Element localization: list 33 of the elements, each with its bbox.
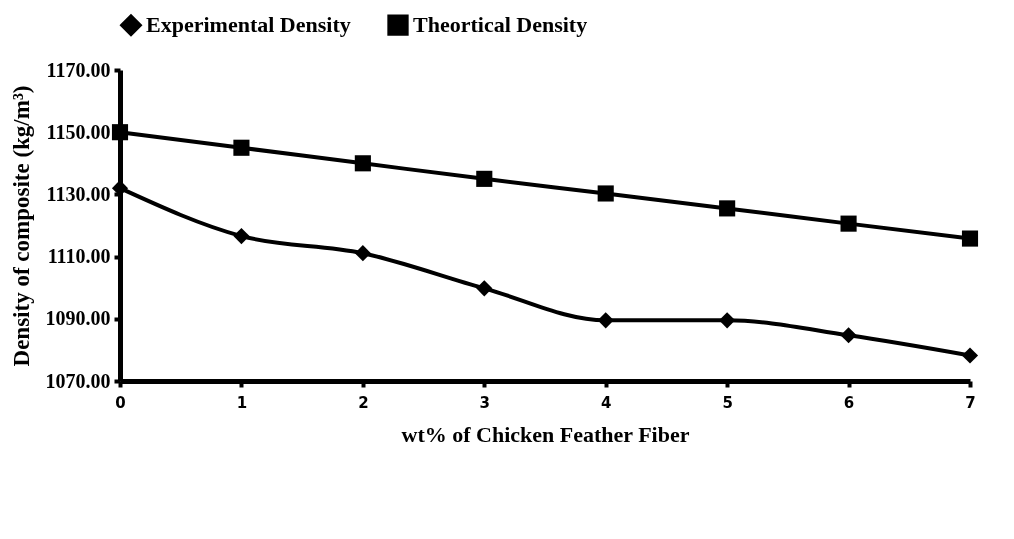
point	[840, 215, 857, 232]
point	[961, 347, 979, 364]
y-tick-label: 1090.00	[45, 307, 111, 330]
point	[233, 139, 250, 156]
point	[476, 280, 493, 297]
x-tick-label: 4	[601, 393, 612, 412]
y-tick-label: 1170.00	[46, 58, 111, 81]
point	[840, 327, 857, 344]
x-tick-label: 5	[722, 393, 733, 412]
point	[719, 200, 736, 217]
point	[476, 170, 493, 187]
y-axis-title: Density of composite (kg/m³)	[8, 85, 34, 367]
y-tick-label: 1110.00	[47, 245, 111, 268]
point	[961, 230, 979, 247]
point	[719, 312, 736, 329]
legend-label: Theortical Density	[413, 12, 588, 38]
legend-label: Experimental Density	[146, 12, 351, 38]
point	[597, 185, 614, 202]
x-axis-title: wt% of Chicken Feather Fiber	[401, 421, 690, 447]
x-tick-label: 1	[236, 393, 248, 412]
point	[111, 124, 129, 141]
y-tick-label: 1130.00	[46, 182, 111, 205]
point	[354, 155, 371, 172]
y-tick-label: 1150.00	[46, 120, 111, 143]
x-tick-label: 6	[843, 393, 855, 412]
y-tick-label: 1070.00	[45, 369, 111, 392]
point	[354, 245, 371, 262]
x-tick-label: 3	[479, 393, 490, 412]
point	[233, 228, 250, 245]
x-tick-label: 7	[965, 393, 976, 412]
point	[597, 312, 614, 329]
x-tick-label: 0	[115, 393, 126, 412]
x-tick-label: 2	[358, 393, 369, 412]
